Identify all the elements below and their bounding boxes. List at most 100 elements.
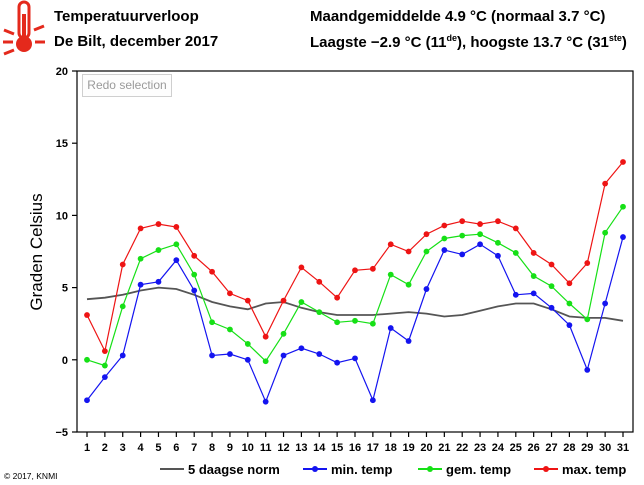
min-max-middle: ), hoogste 13.7 °C (31 <box>457 34 609 51</box>
data-point <box>495 239 501 246</box>
x-tick-label: 20 <box>420 442 432 454</box>
data-point <box>512 291 519 298</box>
data-point <box>387 325 394 331</box>
data-point <box>155 278 162 285</box>
data-point <box>602 229 609 236</box>
data-point <box>262 333 269 340</box>
data-point <box>84 397 90 404</box>
copyright-text: © 2017, KNMI <box>4 471 58 481</box>
data-point <box>352 355 358 362</box>
data-point <box>477 241 483 248</box>
data-point <box>369 265 376 272</box>
data-point <box>191 252 198 259</box>
data-point <box>280 297 287 304</box>
data-point <box>548 304 555 311</box>
y-tick-label: 20 <box>56 66 68 78</box>
data-point <box>137 255 144 262</box>
data-point <box>477 221 483 227</box>
data-point <box>405 281 412 288</box>
data-point <box>227 351 233 357</box>
data-point <box>262 398 269 405</box>
data-point <box>548 261 555 268</box>
data-point <box>602 300 609 307</box>
x-tick-label: 24 <box>492 442 505 454</box>
data-point <box>173 224 180 230</box>
x-tick-label: 9 <box>227 442 233 454</box>
legend-swatch-marker <box>312 466 318 472</box>
legend-label: 5 daagse norm <box>188 462 280 477</box>
x-tick-label: 17 <box>367 442 379 454</box>
y-tick-label: 0 <box>62 355 68 367</box>
x-tick-label: 10 <box>242 442 254 454</box>
data-point <box>369 320 376 327</box>
min-max-summary-text: Laagste −2.9 °C (11de), hoogste 13.7 °C … <box>310 33 627 51</box>
x-tick-label: 28 <box>563 442 575 454</box>
data-point <box>334 319 341 326</box>
data-point <box>101 362 108 369</box>
min-max-suffix: ) <box>621 34 627 51</box>
x-tick-label: 29 <box>581 442 593 454</box>
chart-series <box>84 159 626 405</box>
x-tick-label: 23 <box>474 442 486 454</box>
data-point <box>173 257 180 264</box>
legend-label: max. temp <box>562 462 626 477</box>
y-tick-label: 5 <box>62 283 68 295</box>
data-point <box>316 351 323 357</box>
data-point <box>423 231 430 238</box>
data-point <box>84 356 90 363</box>
min-max-prefix: Laagste −2.9 °C (11 <box>310 34 447 51</box>
data-point <box>405 338 412 344</box>
x-tick-label: 7 <box>191 442 197 454</box>
data-point <box>620 234 626 240</box>
data-point <box>441 235 448 242</box>
chart-legend: 5 daagse norm min. temp gem. temp max. temp <box>160 462 626 477</box>
data-point <box>191 287 198 294</box>
x-tick-label: 4 <box>138 442 145 454</box>
data-point <box>316 278 323 285</box>
x-tick-label: 22 <box>456 442 468 454</box>
y-tick-label: −5 <box>55 427 68 439</box>
x-tick-label: 13 <box>295 442 307 454</box>
data-point <box>441 222 448 229</box>
data-point <box>423 286 430 292</box>
series-line-2 <box>86 206 624 367</box>
y-tick-label: 15 <box>56 138 68 150</box>
data-point <box>620 203 626 210</box>
data-point <box>441 247 448 253</box>
data-point <box>209 352 215 359</box>
data-point <box>298 345 305 352</box>
data-point <box>495 218 501 225</box>
data-point <box>459 251 466 258</box>
data-point <box>227 326 233 333</box>
x-tick-label: 26 <box>528 442 540 454</box>
data-point <box>298 264 305 271</box>
lowest-day-suffix: de <box>446 33 458 43</box>
data-point <box>137 281 144 288</box>
x-tick-label: 18 <box>385 442 397 454</box>
data-point <box>262 358 269 365</box>
data-point <box>459 232 466 239</box>
data-point <box>387 241 394 248</box>
data-point <box>602 180 609 187</box>
x-tick-label: 31 <box>617 442 629 454</box>
data-point <box>244 356 251 363</box>
x-tick-label: 11 <box>260 442 272 454</box>
data-point <box>405 248 412 255</box>
x-tick-label: 21 <box>438 442 450 454</box>
data-point <box>101 348 108 355</box>
data-point <box>209 268 215 275</box>
data-point <box>584 367 591 373</box>
data-point <box>530 273 537 279</box>
data-point <box>191 271 198 278</box>
redo-selection-button[interactable]: Redo selection <box>82 74 172 97</box>
data-point <box>548 283 555 290</box>
data-point <box>566 300 573 307</box>
legend-swatch-marker <box>427 466 433 472</box>
x-tick-label: 19 <box>402 442 414 454</box>
data-point <box>280 330 287 337</box>
x-tick-label: 27 <box>545 442 557 454</box>
x-tick-label: 14 <box>313 442 326 454</box>
highest-day-suffix: ste <box>608 33 622 43</box>
